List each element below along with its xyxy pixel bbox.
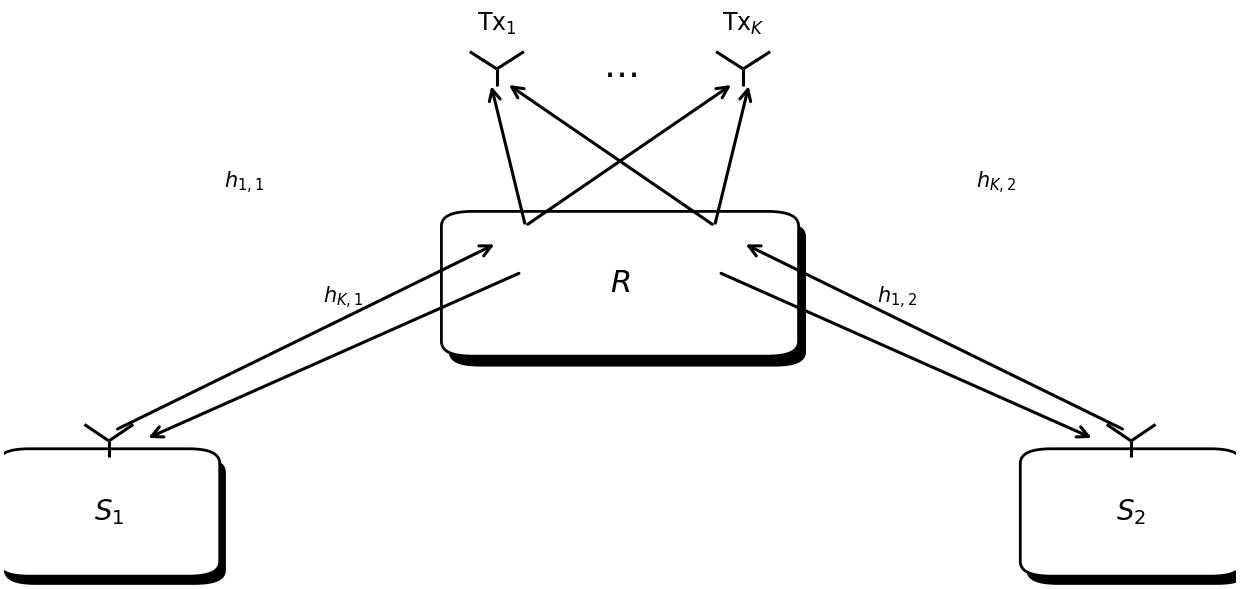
Text: $R$: $R$ <box>610 268 630 299</box>
Text: $\cdots$: $\cdots$ <box>603 58 637 92</box>
FancyBboxPatch shape <box>0 449 219 576</box>
FancyBboxPatch shape <box>449 222 806 366</box>
FancyBboxPatch shape <box>1021 449 1240 576</box>
Text: $\mathrm{Tx}_K$: $\mathrm{Tx}_K$ <box>722 11 764 37</box>
Text: $\mathrm{Tx}_1$: $\mathrm{Tx}_1$ <box>477 11 517 37</box>
Text: $h_{K,2}$: $h_{K,2}$ <box>976 170 1016 196</box>
FancyBboxPatch shape <box>4 458 226 585</box>
Text: $S_2$: $S_2$ <box>1116 498 1146 527</box>
Text: $h_{1,2}$: $h_{1,2}$ <box>877 285 918 312</box>
FancyBboxPatch shape <box>441 211 799 356</box>
FancyBboxPatch shape <box>1027 458 1240 585</box>
Text: $S_1$: $S_1$ <box>94 498 124 527</box>
Text: $h_{K,1}$: $h_{K,1}$ <box>322 285 363 312</box>
Text: $h_{1,1}$: $h_{1,1}$ <box>224 170 264 196</box>
